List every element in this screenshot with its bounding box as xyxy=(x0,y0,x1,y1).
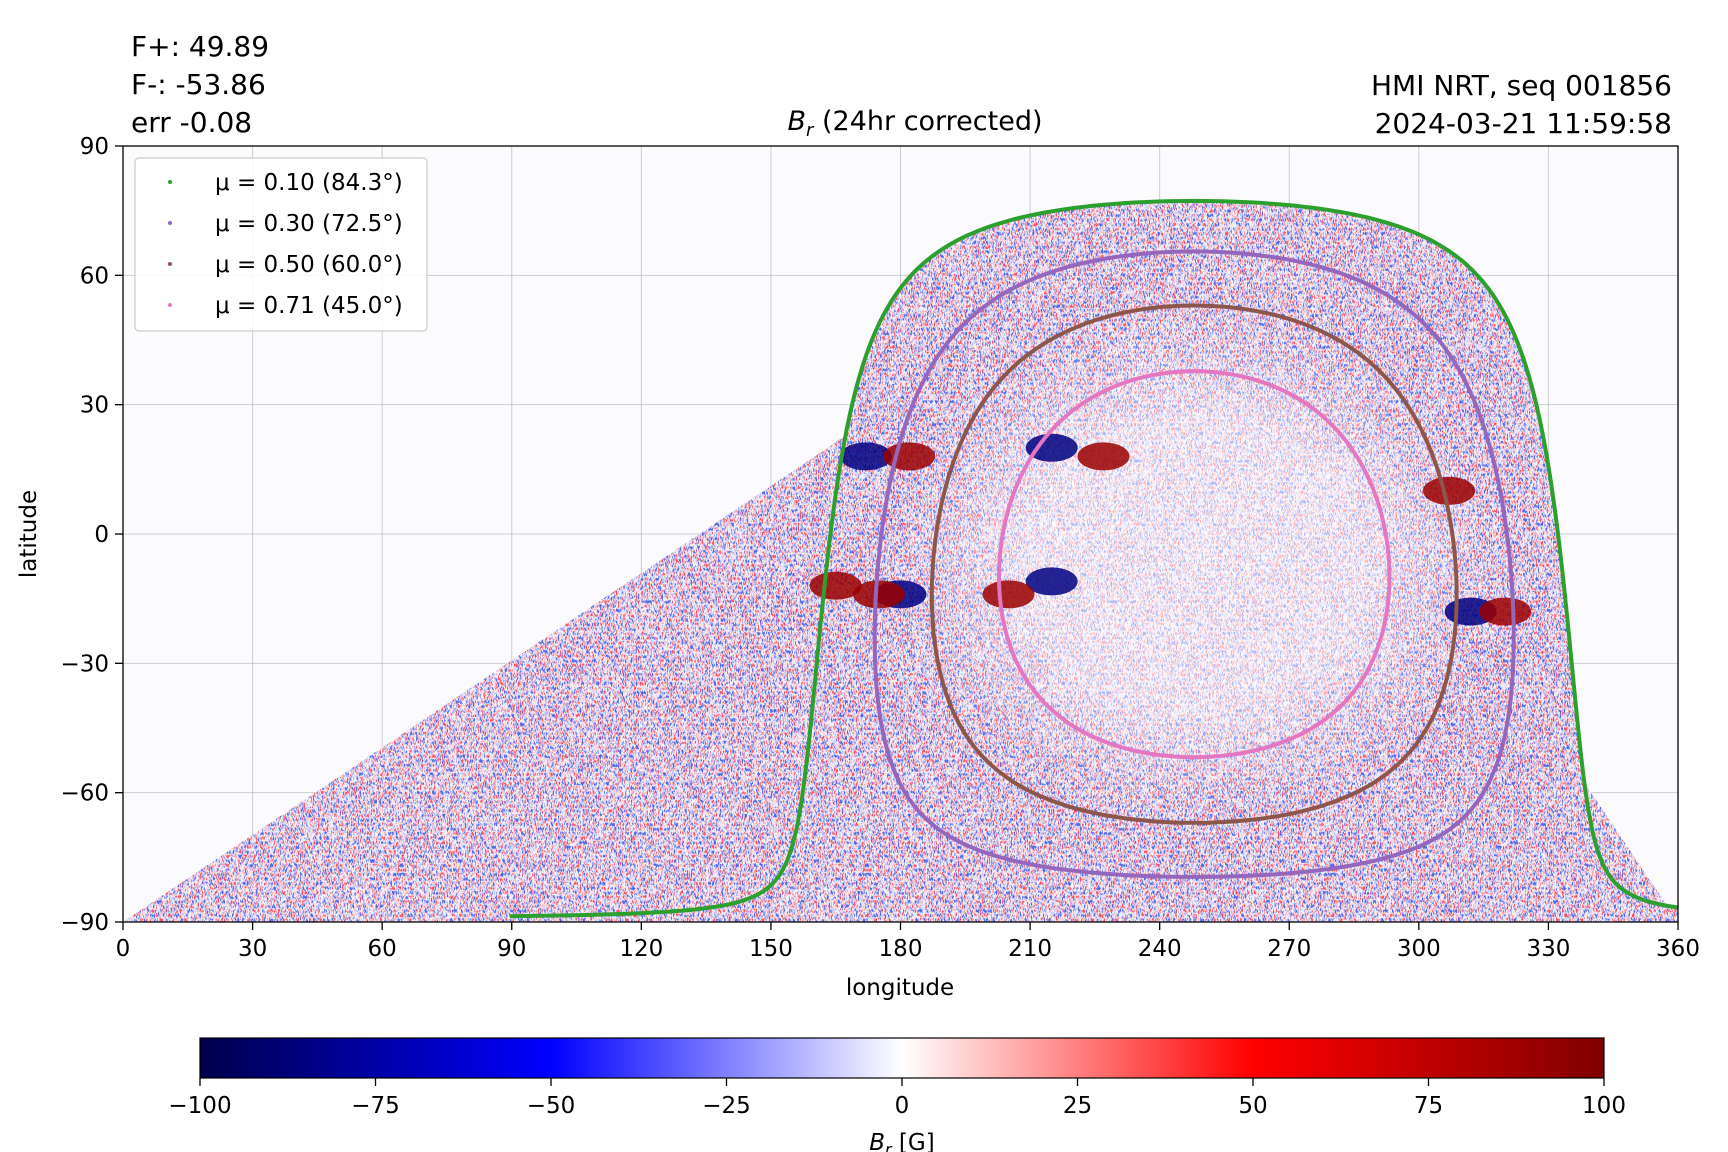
legend-entry: μ = 0.30 (72.5°) xyxy=(215,211,403,237)
colorbar-label-symbol: B xyxy=(869,1130,885,1152)
x-tick-label: 240 xyxy=(1138,936,1182,962)
active-region-positive xyxy=(809,571,862,600)
active-region-positive xyxy=(883,442,936,471)
observation-annotation: HMI NRT, seq 001856 2024-03-21 11:59:58 xyxy=(1371,67,1672,143)
colorbar-tick-label: −50 xyxy=(527,1093,576,1119)
colorbar-ticks: −100 −75 −50 −25 0 25 50 75 100 xyxy=(168,1078,1626,1119)
x-tick-label: 270 xyxy=(1267,936,1311,962)
y-tick-label: −60 xyxy=(60,781,109,807)
colorbar-tick-label: 100 xyxy=(1582,1093,1626,1119)
active-region-positive xyxy=(1479,597,1532,626)
colorbar: −100 −75 −50 −25 0 25 50 75 100 Br [G] xyxy=(168,1037,1626,1152)
x-tick-label: 330 xyxy=(1526,936,1570,962)
active-region-positive xyxy=(1423,476,1476,505)
x-tick-label: 0 xyxy=(116,936,131,962)
mu-contour-0.10 xyxy=(509,198,1678,919)
x-tick-label: 90 xyxy=(497,936,526,962)
colorbar-label-rest: [G] xyxy=(892,1130,935,1152)
active-region-negative xyxy=(839,442,892,471)
mu-contours xyxy=(509,198,1678,919)
title-rest: (24hr corrected) xyxy=(813,106,1042,137)
legend-marker xyxy=(168,262,172,266)
colorbar-label: Br [G] xyxy=(869,1130,934,1152)
y-tick-label: −30 xyxy=(60,651,109,677)
x-tick-label: 60 xyxy=(368,936,397,962)
active-region-positive xyxy=(852,580,905,609)
active-region-negative xyxy=(1025,433,1078,462)
colorbar-tick-label: −25 xyxy=(702,1093,751,1119)
x-tick-label: 30 xyxy=(238,936,267,962)
title-subscript: r xyxy=(806,120,815,141)
x-tick-label: 180 xyxy=(879,936,923,962)
legend-box xyxy=(134,157,428,332)
colorbar-label-subscript: r xyxy=(885,1140,893,1152)
legend-entry: μ = 0.71 (45.0°) xyxy=(215,293,403,319)
colorbar-tick-label: −100 xyxy=(168,1093,231,1119)
x-tick-label: 210 xyxy=(1008,936,1052,962)
active-region-positive xyxy=(982,580,1035,609)
legend-marker xyxy=(168,303,172,307)
x-tick-label: 300 xyxy=(1397,936,1441,962)
mu-contour-0.50 xyxy=(929,303,1459,825)
flux-annotation: F+: 49.89 F-: -53.86 err -0.08 xyxy=(131,28,269,142)
y-axis-ticks: −90 −60 −30 0 30 60 90 xyxy=(60,134,123,936)
mu-contour-0.71 xyxy=(997,369,1392,760)
mu-contour-0.30 xyxy=(872,249,1516,879)
y-axis-label: latitude xyxy=(16,490,42,578)
x-axis-ticks: 0 30 60 90 120 150 180 210 240 270 300 330 360 xyxy=(116,922,1700,962)
legend-marker xyxy=(168,221,172,225)
colorbar-tick-label: 75 xyxy=(1414,1093,1443,1119)
x-tick-label: 150 xyxy=(749,936,793,962)
x-axis-label: longitude xyxy=(846,975,954,1001)
y-tick-label: 0 xyxy=(94,522,109,548)
active-region-positive xyxy=(1077,442,1130,471)
x-tick-label: 120 xyxy=(619,936,663,962)
flux-positive-text: F+: 49.89 xyxy=(131,30,270,63)
colorbar-tick-label: −75 xyxy=(351,1093,400,1119)
active-region-negative xyxy=(1025,567,1078,596)
legend-marker xyxy=(168,180,172,184)
colorbar-tick-label: 25 xyxy=(1063,1093,1092,1119)
legend: μ = 0.10 (84.3°) μ = 0.30 (72.5°) μ = 0.50… xyxy=(134,157,428,332)
flux-negative-text: F-: -53.86 xyxy=(131,68,266,101)
y-tick-label: 90 xyxy=(80,134,109,160)
instrument-text: HMI NRT, seq 001856 xyxy=(1370,69,1672,102)
chart-title: Br (24hr corrected) xyxy=(787,106,1042,141)
error-text: err -0.08 xyxy=(131,106,253,139)
colorbar-tick-label: 0 xyxy=(895,1093,910,1119)
colorbar-gradient xyxy=(199,1037,1605,1079)
colorbar-tick-label: 50 xyxy=(1238,1093,1267,1119)
x-tick-label: 360 xyxy=(1656,936,1700,962)
timestamp-text: 2024-03-21 11:59:58 xyxy=(1374,107,1672,140)
y-tick-label: 30 xyxy=(80,393,109,419)
title-symbol: B xyxy=(787,106,806,137)
legend-entry: μ = 0.50 (60.0°) xyxy=(215,252,403,278)
y-tick-label: 60 xyxy=(80,263,109,289)
legend-entry: μ = 0.10 (84.3°) xyxy=(215,170,403,196)
y-tick-label: −90 xyxy=(60,910,109,936)
